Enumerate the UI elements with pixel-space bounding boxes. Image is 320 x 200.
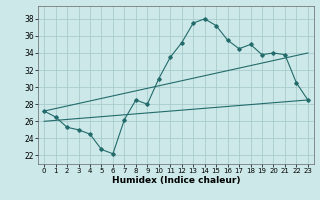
X-axis label: Humidex (Indice chaleur): Humidex (Indice chaleur) [112, 176, 240, 185]
